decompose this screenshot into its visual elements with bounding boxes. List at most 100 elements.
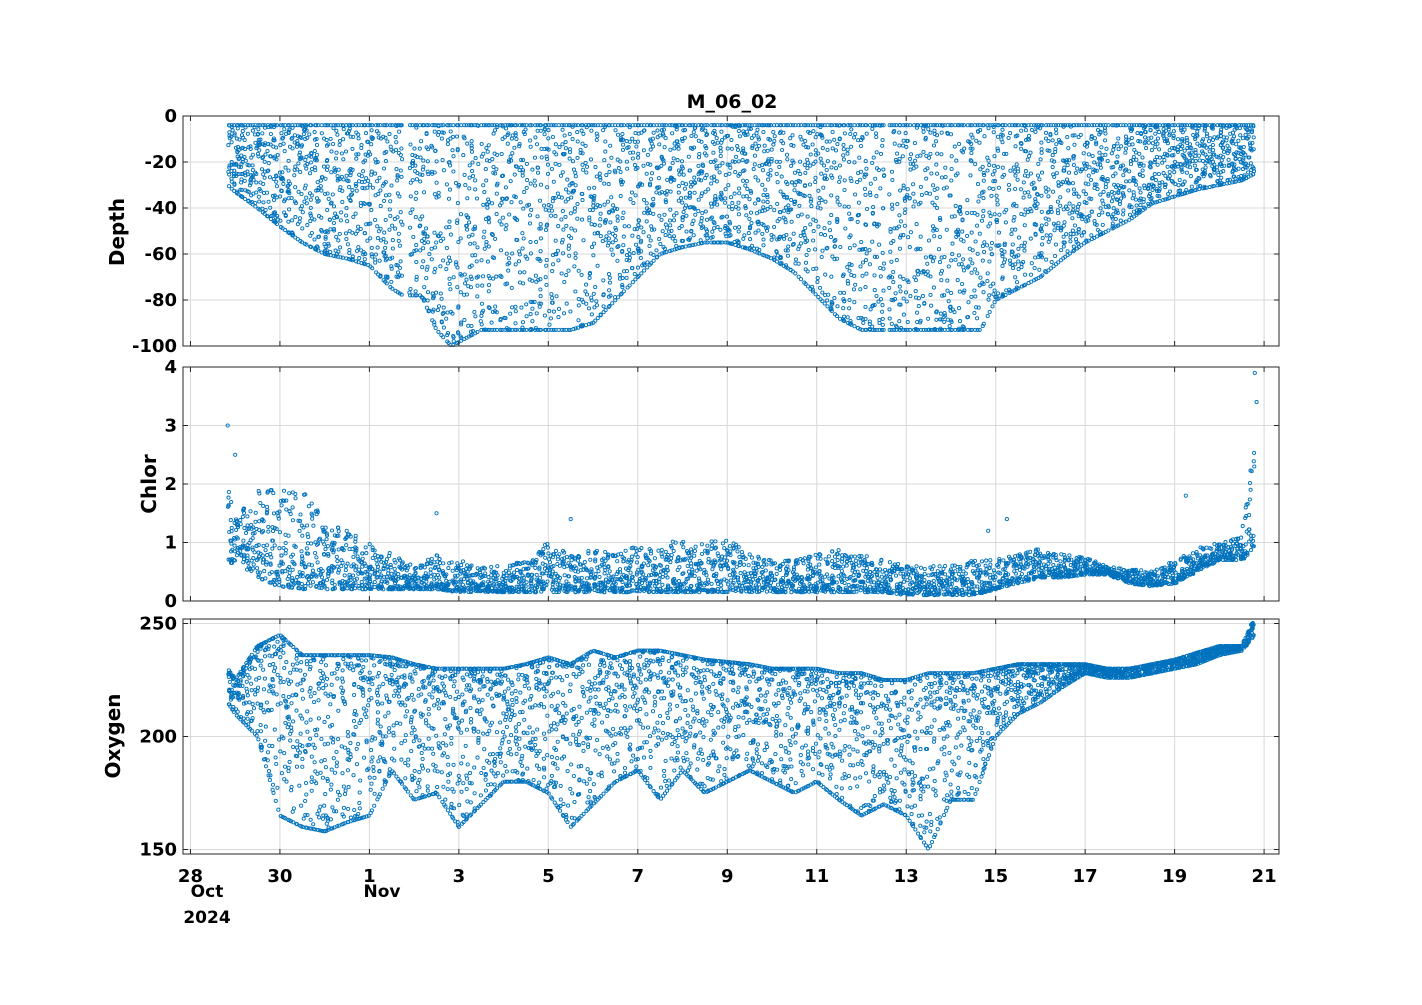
depth-data-point — [245, 169, 250, 174]
depth-data-point — [230, 128, 235, 133]
depth-data-point — [368, 182, 373, 187]
depth-data-point — [383, 135, 388, 140]
depth-data-point — [567, 156, 572, 161]
depth-data-point — [532, 299, 537, 304]
depth-data-point — [413, 293, 418, 298]
depth-data-point — [282, 210, 287, 215]
depth-data-point — [354, 152, 359, 157]
depth-data-point — [432, 192, 437, 197]
depth-data-point — [566, 268, 571, 273]
depth-data-point — [486, 283, 492, 288]
depth-data-point — [304, 128, 309, 133]
depth-data-point — [466, 234, 471, 239]
depth-data-point — [563, 140, 568, 145]
depth-data-point — [497, 219, 502, 224]
depth-data-point — [356, 245, 361, 250]
depth-data-point — [454, 260, 459, 265]
depth-data-point — [265, 148, 270, 154]
depth-data-point — [475, 123, 480, 128]
depth-data-point — [444, 246, 449, 251]
depth-data-point — [398, 259, 403, 264]
depth-data-point — [326, 243, 331, 248]
depth-data-point — [295, 167, 300, 172]
depth-data-point — [359, 248, 364, 253]
depth-data-point — [420, 172, 425, 177]
depth-data-point — [447, 187, 453, 192]
depth-data-point — [305, 162, 310, 167]
depth-data-point — [260, 123, 265, 128]
depth-data-point — [266, 142, 271, 147]
depth-data-point — [494, 183, 499, 188]
depth-data-point — [368, 123, 373, 128]
depth-data-point — [528, 299, 533, 304]
depth-data-point — [533, 123, 538, 128]
depth-data-point — [414, 274, 419, 279]
depth-data-point — [399, 123, 404, 128]
depth-data-point — [486, 289, 491, 294]
depth-data-point — [470, 232, 475, 237]
depth-data-point — [544, 282, 549, 287]
depth-data-point — [334, 150, 339, 155]
depth-data-point — [555, 191, 560, 196]
depth-data-point — [350, 230, 355, 235]
depth-data-point — [332, 228, 337, 233]
depth-data-point — [286, 168, 291, 173]
depth-data-point — [441, 168, 446, 173]
depth-data-point — [431, 294, 436, 299]
depth-data-point — [290, 125, 295, 130]
depth-data-point — [433, 245, 438, 250]
depth-data-point — [464, 223, 469, 228]
depth-data-point — [370, 136, 375, 142]
depth-data-point — [432, 123, 437, 128]
depth-data-point — [359, 261, 364, 266]
depth-data-point — [349, 192, 355, 197]
depth-data-point — [324, 123, 329, 128]
depth-data-point — [414, 243, 419, 248]
depth-data-point — [520, 123, 525, 128]
depth-data-point — [328, 136, 333, 141]
depth-data-point — [362, 231, 368, 236]
depth-data-point — [356, 132, 361, 137]
depth-data-point — [397, 265, 403, 270]
depth-data-point — [447, 225, 452, 230]
depth-data-point — [509, 158, 514, 163]
depth-data-point — [274, 221, 280, 227]
depth-data-point — [544, 223, 549, 228]
depth-data-point — [455, 218, 460, 223]
depth-data-point — [412, 146, 417, 151]
depth-data-point — [504, 223, 509, 228]
depth-data-point — [388, 213, 393, 218]
depth-data-point — [424, 131, 429, 137]
depth-data-point — [330, 192, 335, 197]
depth-data-point — [462, 136, 467, 141]
depth-data-point — [500, 174, 505, 179]
depth-data-point — [344, 206, 349, 211]
depth-data-point — [234, 162, 239, 167]
depth-data-point — [535, 165, 541, 170]
depth-data-point — [441, 335, 446, 340]
depth-data-point — [319, 215, 324, 220]
depth-data-point — [462, 272, 467, 277]
depth-data-point — [498, 248, 504, 253]
depth-data-point — [504, 197, 509, 202]
depth-data-point — [243, 125, 248, 130]
depth-data-point — [489, 320, 494, 325]
depth-data-point — [503, 227, 508, 232]
depth-data-point — [421, 190, 427, 195]
depth-data-point — [528, 138, 533, 143]
depth-data-point — [554, 152, 559, 157]
depth-data-point — [441, 123, 446, 128]
depth-data-point — [473, 178, 478, 183]
depth-data-point — [490, 201, 495, 206]
depth-data-point — [529, 123, 534, 128]
depth-data-point — [326, 241, 331, 246]
depth-data-point — [566, 233, 572, 239]
depth-data-point — [229, 176, 234, 181]
depth-data-point — [455, 285, 460, 290]
depth-data-point — [438, 291, 443, 296]
depth-data-point — [566, 190, 571, 195]
depth-data-point — [247, 183, 252, 188]
depth-data-point — [532, 183, 538, 188]
depth-data-point — [465, 196, 470, 201]
depth-data-point — [333, 211, 338, 216]
